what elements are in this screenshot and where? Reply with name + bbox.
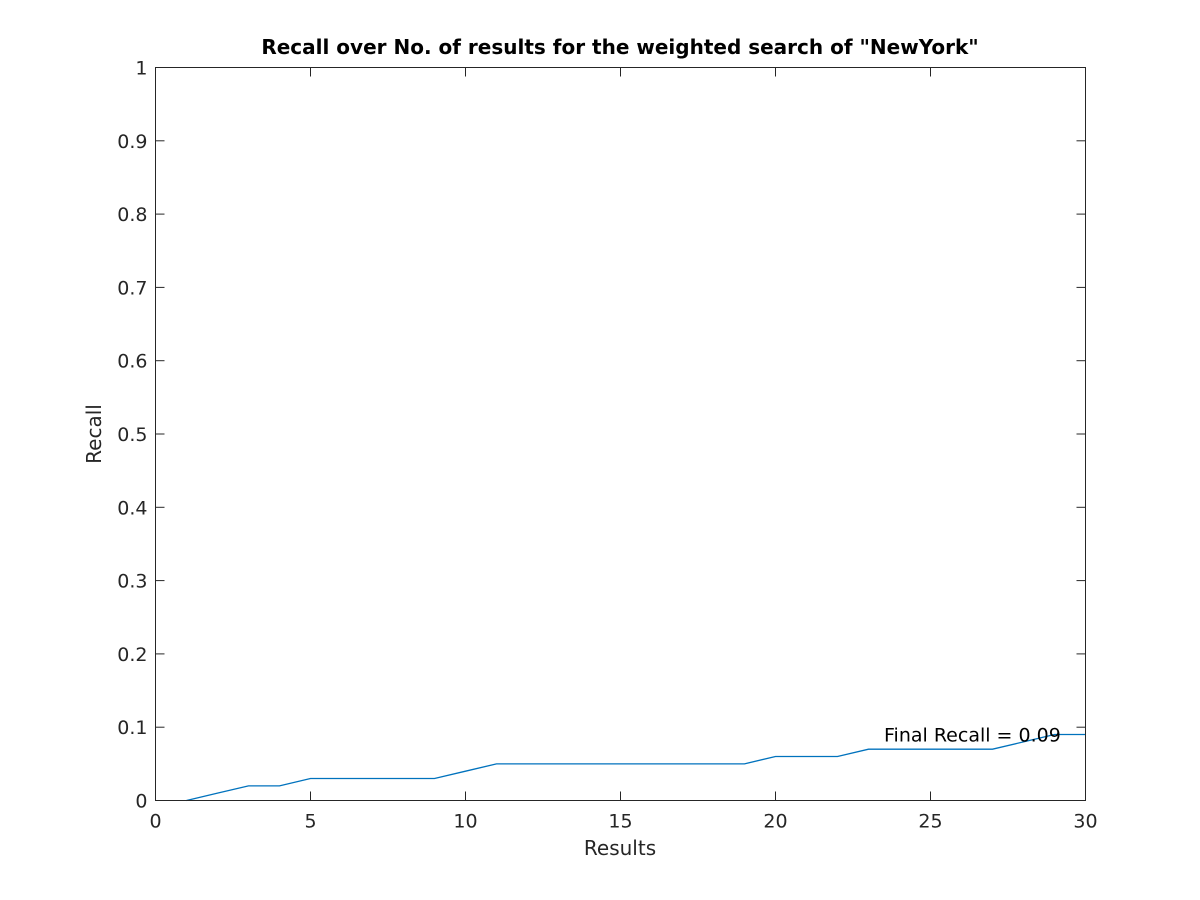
x-tick-label: 25 [918,811,942,833]
x-tick-label: 15 [608,811,632,833]
x-tick-label: 10 [453,811,477,833]
y-tick-label: 0 [135,791,147,813]
axes-box [155,67,1086,801]
y-tick-label: 0.7 [117,277,147,299]
plot-area: 0 5 10 15 20 25 30 0 0.1 0.2 0.3 0.4 0.5 0.6 0.7 0.8 0.9… [117,58,1097,833]
y-tick-label: 1 [135,58,147,80]
chart-title: Recall over No. of results for the weigh… [261,35,978,59]
y-tick-label: 0.3 [117,571,147,593]
recall-series-line [186,733,1086,802]
final-recall-annotation: Final Recall = 0.09 [884,725,1061,747]
x-axis-label: Results [584,836,656,860]
y-tick-label: 0.1 [117,717,147,739]
x-tick-label: 5 [304,811,316,833]
y-tick-label: 0.5 [117,424,147,446]
x-tick-label: 20 [763,811,787,833]
y-tick-label: 0.2 [117,644,147,666]
x-tick-label: 30 [1073,811,1097,833]
y-tick-label: 0.8 [117,204,147,226]
x-tick-label: 0 [149,811,161,833]
y-tick-label: 0.6 [117,351,147,373]
y-tick-label: 0.4 [117,497,147,519]
y-axis-label: Recall [82,404,106,464]
y-tick-label: 0.9 [117,131,147,153]
